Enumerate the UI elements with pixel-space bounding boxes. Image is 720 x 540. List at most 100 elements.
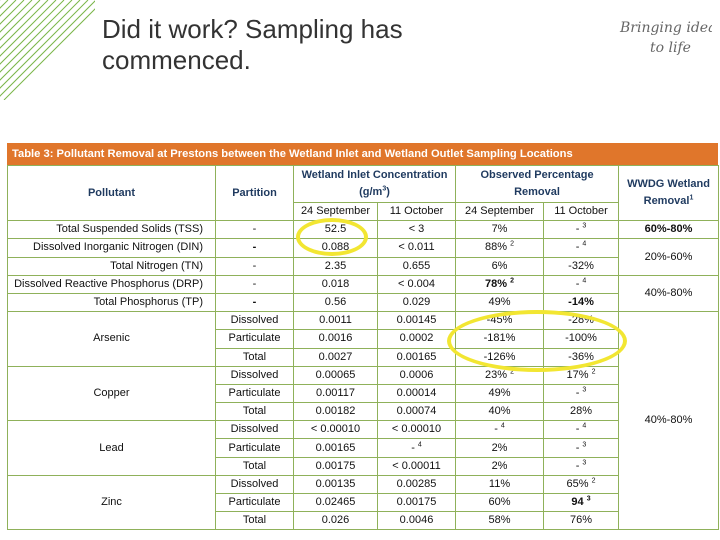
removal-sep-cell-value: - [494, 423, 501, 436]
removal-sep-cell-footnote: 2 [510, 277, 514, 285]
removal-sep-cell-value: 7% [491, 223, 508, 236]
metal-name: Copper [7, 365, 216, 422]
header-wwdg: WWDG Wetland Removal1 [618, 164, 719, 222]
inlet-sep-cell-value: 0.02465 [315, 496, 356, 509]
inlet-oct-cell: 0.00145 [376, 311, 457, 331]
inlet-sep-cell-value: 0.00065 [315, 368, 356, 381]
inlet-sep-cell: 0.56 [293, 292, 378, 313]
removal-sep-cell-value: 40% [488, 405, 511, 418]
removal-sep-cell-value: 6% [491, 259, 508, 272]
partition-cell: Particulate [215, 329, 294, 349]
removal-oct-cell-value: 94 [571, 496, 587, 509]
removal-oct-cell: -32% [543, 256, 620, 276]
partition-cell: - [215, 292, 294, 313]
inlet-oct-cell: 0.00165 [376, 347, 457, 367]
inlet-oct-cell-value: 0.00074 [396, 405, 437, 418]
removal-oct-cell-value: - [575, 223, 583, 236]
removal-sep-cell-value: 78% [485, 277, 511, 290]
partition-cell: Dissolved [215, 474, 294, 495]
inlet-oct-cell-value: < 0.00011 [392, 459, 441, 472]
inlet-sep-cell: 0.00165 [293, 438, 378, 458]
removal-oct-cell: - 4 [543, 420, 620, 440]
removal-oct-cell-footnote: 4 [582, 422, 587, 430]
removal-oct-cell-value: - [575, 241, 583, 254]
removal-oct-cell: - 3 [543, 383, 620, 404]
removal-sep-cell-value: 2% [491, 441, 508, 454]
partition-cell: Total [215, 402, 294, 422]
pollutant-name: Dissolved Reactive Phosphorus (DRP) [7, 274, 216, 294]
inlet-oct-cell: < 0.011 [376, 238, 457, 258]
removal-sep-cell-footnote: 2 [510, 240, 514, 248]
inlet-oct-cell-value: 0.00175 [396, 496, 437, 509]
header-concentration-line2: (g/m [359, 186, 383, 198]
pollutant-removal-table: Pollutant Partition Wetland Inlet Concen… [7, 164, 719, 531]
logo-line2: to life [650, 40, 691, 56]
inlet-oct-cell-value: 0.00014 [396, 386, 437, 399]
inlet-oct-cell: < 3 [376, 220, 457, 240]
metal-name: Zinc [7, 474, 216, 531]
pollutant-name: Total Nitrogen (TN) [7, 256, 216, 276]
removal-sep-cell: 2% [455, 438, 545, 458]
removal-sep-cell: 58% [455, 511, 545, 531]
removal-sep-cell: 88% 2 [455, 238, 545, 258]
removal-oct-cell-value: 28% [570, 405, 593, 418]
decorative-stripes [0, 0, 95, 100]
header-wwdg-line2: Removal [643, 195, 690, 208]
removal-sep-cell-value: 49% [488, 386, 511, 399]
inlet-oct-cell-value: < 0.00010 [391, 423, 442, 436]
removal-oct-cell: 76% [543, 511, 620, 531]
highlight-circle-tss [296, 218, 368, 256]
removal-oct-cell: 65% 2 [543, 474, 620, 495]
removal-oct-cell-value: -32% [568, 259, 594, 272]
removal-oct-cell-footnote: 2 [591, 477, 596, 485]
inlet-oct-cell-value: < 0.011 [398, 241, 435, 254]
removal-sep-cell: 7% [455, 220, 545, 240]
removal-sep-cell: 78% 2 [455, 274, 545, 294]
removal-oct-cell-value: - [575, 441, 583, 454]
inlet-sep-cell: 0.00182 [293, 402, 378, 422]
slide-title-line1: Did it work? Sampling has [102, 14, 403, 44]
removal-oct-cell-value: - [575, 386, 583, 399]
removal-oct-cell-value: 76% [570, 514, 593, 527]
header-date-removal-sep: 24 September [455, 201, 545, 222]
inlet-oct-cell-value: 0.00145 [396, 314, 437, 327]
inlet-sep-cell: 0.026 [293, 511, 378, 531]
inlet-oct-cell-value: 0.00285 [396, 477, 437, 490]
pollutant-name: Total Phosphorus (TP) [7, 292, 216, 313]
inlet-oct-cell-value: 0.029 [402, 296, 431, 309]
removal-oct-cell-value: - [575, 459, 583, 472]
partition-cell: Particulate [215, 383, 294, 404]
removal-sep-cell: 11% [455, 474, 545, 495]
removal-sep-cell: - 4 [455, 420, 545, 440]
inlet-oct-cell-value: 0.00165 [396, 350, 437, 363]
inlet-sep-cell: 0.00065 [293, 365, 378, 385]
table-row: Particulate 0.00165 - 4 2% - 3 [8, 438, 719, 458]
partition-cell: Dissolved [215, 420, 294, 440]
inlet-sep-cell: 0.0027 [293, 347, 378, 367]
table-row: Zinc Dissolved 0.00135 0.00285 11% 65% 2 [7, 474, 719, 531]
removal-oct-cell: - 3 [543, 220, 620, 240]
removal-oct-cell-footnote: 3 [582, 440, 587, 448]
inlet-sep-cell-value: 0.00175 [315, 459, 356, 472]
pollutant-table-container: Table 3: Pollutant Removal at Prestons b… [7, 143, 719, 540]
highlight-circle-arsenic [447, 310, 627, 372]
inlet-sep-cell-value: 0.018 [321, 277, 350, 290]
pollutant-name: Dissolved Inorganic Nitrogen (DIN) [7, 238, 216, 258]
metal-name: Arsenic [7, 311, 216, 367]
removal-sep-cell-value: 58% [488, 514, 511, 527]
partition-cell: Particulate [215, 438, 294, 458]
inlet-sep-cell: 0.0011 [293, 311, 378, 331]
header-date-row: 24 September 11 October 24 September 11 … [8, 201, 719, 222]
header-concentration-line1: Wetland Inlet Concentration [301, 169, 448, 181]
inlet-oct-cell: 0.00074 [376, 402, 457, 422]
header-wwdg-sup: 1 [689, 194, 694, 202]
table-row: Total 0.026 0.0046 58% 76% [8, 511, 719, 531]
removal-oct-cell-value: 65% [566, 477, 592, 490]
table-row: Arsenic Dissolved 0.0011 0.00145 -45% -28% 40%… [7, 311, 719, 531]
table-row: Lead Dissolved < 0.00010 < 0.00010- 4- 4 [7, 420, 719, 476]
removal-sep-cell: 60% [455, 492, 545, 513]
header-date-removal-oct: 11 October [543, 201, 620, 222]
inlet-oct-cell-value: 0.655 [402, 259, 431, 272]
inlet-oct-cell: 0.0046 [376, 511, 457, 531]
removal-oct-cell: 94 3 [543, 492, 620, 513]
